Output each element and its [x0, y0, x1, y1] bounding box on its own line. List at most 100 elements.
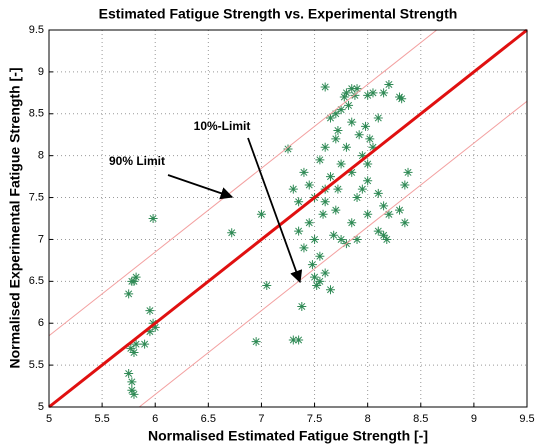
scatter-point: [304, 180, 314, 190]
x-tick-label: 7: [258, 413, 264, 425]
scatter-point: [363, 90, 373, 100]
x-tick-label: 5: [46, 413, 52, 425]
scatter-point: [329, 230, 339, 240]
annotation: 10%-Limit: [194, 119, 251, 133]
scatter-point: [148, 214, 158, 223]
scatter-point: [336, 234, 346, 244]
scatter-point: [294, 335, 304, 345]
scatter-point: [297, 301, 307, 311]
scatter-point: [299, 243, 309, 253]
scatter-point: [294, 226, 304, 236]
scatter-point: [350, 90, 360, 100]
scatter-point: [331, 109, 341, 119]
scatter-point: [320, 142, 330, 152]
scatter-point: [145, 327, 155, 337]
scatter-point: [357, 184, 367, 194]
y-tick-label: 7: [38, 233, 44, 245]
scatter-point: [347, 167, 357, 177]
scatter-point: [395, 205, 405, 215]
y-tick-label: 5: [38, 401, 44, 413]
scatter-point: [315, 276, 325, 286]
x-tick-label: 6: [152, 413, 158, 425]
scatter-point: [368, 142, 378, 152]
scatter-point: [312, 281, 322, 291]
scatter-point: [325, 113, 335, 123]
scatter-point: [331, 205, 341, 215]
scatter-point: [382, 234, 392, 244]
scatter-point: [131, 272, 141, 282]
scatter-point: [129, 348, 139, 358]
scatter-point: [344, 100, 354, 110]
scatter-point: [361, 121, 371, 131]
annotation-arrow: [247, 137, 303, 284]
scatter-point: [373, 113, 383, 123]
scatter-point: [336, 159, 346, 169]
scatter-point: [124, 289, 134, 299]
scatter-point: [379, 230, 389, 240]
scatter-point: [310, 234, 320, 244]
y-tick-label: 7.5: [29, 191, 44, 203]
scatter-point: [347, 84, 357, 94]
scatter-point: [294, 197, 304, 207]
scatter-point: [352, 84, 362, 94]
x-tick-label: 5.5: [94, 413, 109, 425]
scatter-point: [127, 385, 137, 395]
reference-line: [138, 100, 528, 408]
x-axis-label: Normalised Estimated Fatigue Strength [-…: [148, 428, 428, 444]
reference-line: [48, 29, 438, 337]
scatter-point: [320, 268, 330, 278]
plot-frame: [48, 29, 528, 408]
scatter-point: [325, 285, 335, 295]
scatter-point: [315, 251, 325, 261]
scatter-point: [150, 322, 160, 332]
scatter-point: [131, 339, 141, 349]
scatter-point: [310, 272, 320, 282]
scatter-point: [251, 337, 261, 347]
scatter-point: [288, 184, 298, 194]
scatter-point: [373, 226, 383, 236]
scatter-point: [363, 176, 373, 186]
scatter-point: [140, 339, 150, 349]
x-tick-label: 6.5: [201, 413, 216, 425]
y-tick-label: 9.5: [29, 24, 44, 36]
scatter-point: [397, 94, 407, 104]
scatter-point: [299, 167, 309, 177]
annotation-arrow: [167, 174, 234, 200]
scatter-point: [318, 209, 328, 219]
scatter-point: [333, 184, 343, 194]
scatter-point: [365, 134, 375, 144]
scatter-point: [341, 88, 351, 98]
annotation: 90% Limit: [109, 154, 165, 168]
scatter-point: [127, 276, 137, 286]
scatter-point: [145, 306, 155, 316]
scatter-point: [331, 134, 341, 144]
scatter-point: [320, 197, 330, 207]
scatter-point: [363, 159, 373, 169]
scatter-point: [379, 201, 389, 211]
scatter-point: [347, 218, 357, 228]
scatter-point: [341, 142, 351, 152]
y-tick-label: 5.5: [29, 359, 44, 371]
scatter-point: [352, 193, 362, 203]
scatter-point: [256, 209, 266, 219]
y-tick-label: 6.5: [29, 275, 44, 287]
scatter-point: [126, 343, 136, 353]
scatter-point: [127, 377, 137, 387]
y-axis-label: Normalised Experimental Fatigue Strength…: [7, 67, 23, 368]
scatter-point: [373, 188, 383, 198]
scatter-point: [347, 117, 357, 127]
scatter-point: [357, 151, 367, 161]
scatter-point: [403, 167, 413, 177]
scatter-point: [339, 92, 349, 102]
scatter-point: [368, 88, 378, 98]
x-tick-label: 9.5: [519, 413, 534, 425]
scatter-point: [384, 79, 394, 89]
reference-line: [48, 28, 528, 409]
scatter-point: [336, 105, 346, 115]
scatter-point: [325, 172, 335, 182]
scatter-point: [307, 260, 317, 270]
x-tick-label: 8.5: [413, 413, 428, 425]
x-tick-label: 8: [365, 413, 371, 425]
scatter-point: [129, 389, 139, 399]
